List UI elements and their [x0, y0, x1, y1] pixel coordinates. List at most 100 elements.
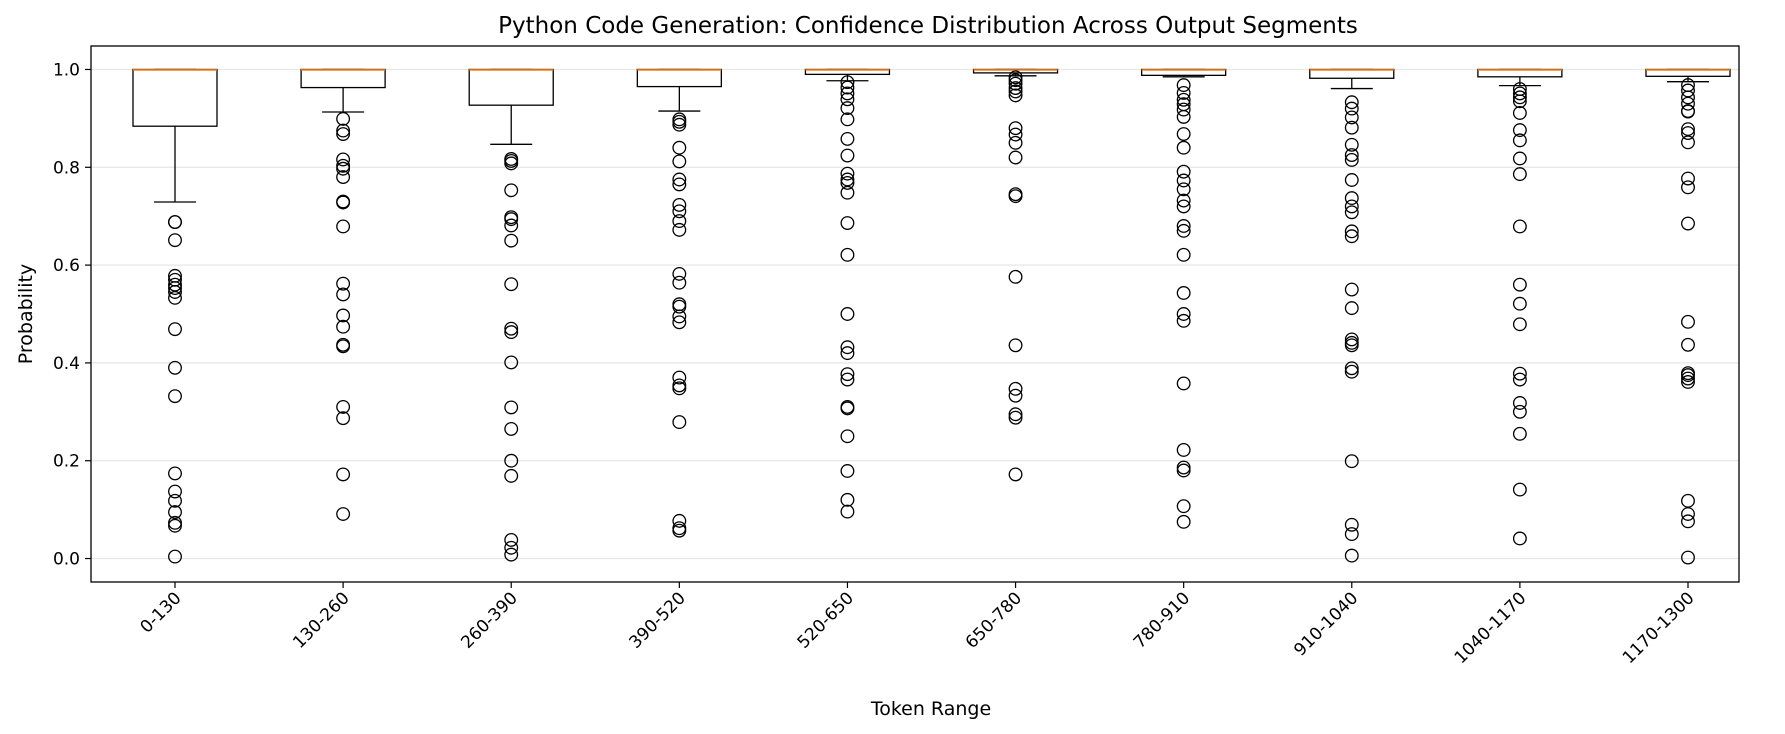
outlier-point	[336, 339, 351, 354]
outlier-point	[672, 117, 687, 132]
outlier-point	[1008, 150, 1023, 165]
outlier-point	[672, 222, 687, 237]
outlier-point	[1681, 493, 1695, 508]
outlier-point	[336, 127, 351, 141]
outlier-point	[168, 322, 182, 337]
outlier-point	[1344, 301, 1359, 316]
outlier-point	[1681, 104, 1695, 119]
outlier-point	[1344, 527, 1359, 542]
outlier-point	[1008, 88, 1023, 103]
outlier-point	[336, 308, 351, 323]
outlier-point	[504, 453, 519, 468]
outlier-point	[168, 290, 182, 305]
box-group	[1141, 68, 1227, 529]
box-group	[1477, 68, 1563, 546]
x-axis-label: Token Range	[870, 698, 991, 720]
outlier-point	[1512, 167, 1527, 182]
outlier-point	[1176, 78, 1191, 93]
outlier-point	[168, 518, 182, 533]
outlier-point	[1344, 517, 1359, 532]
x-tick-label: 1170-1300	[1619, 588, 1699, 668]
outlier-point	[504, 421, 519, 436]
box-group	[300, 68, 386, 521]
outlier-point	[1344, 95, 1359, 110]
x-tick-label: 260-390	[457, 588, 521, 652]
y-tick-label: 0.6	[53, 256, 80, 276]
outlier-point	[1681, 507, 1695, 521]
outlier-point	[336, 219, 351, 234]
box-group	[1645, 68, 1731, 565]
y-axis-label: Probability	[15, 264, 37, 364]
outlier-point	[672, 370, 687, 385]
outlier-point	[840, 464, 855, 478]
outlier-point	[672, 513, 687, 528]
outlier-point	[504, 400, 519, 415]
outlier-point	[840, 148, 855, 163]
outlier-point	[1344, 364, 1359, 379]
outlier-point	[1344, 282, 1359, 297]
grid-lines	[91, 68, 1739, 560]
outlier-point	[840, 307, 855, 321]
box-group	[1309, 68, 1395, 563]
outlier-point	[1512, 86, 1527, 101]
outlier-point	[840, 175, 855, 190]
outlier-point	[1344, 205, 1359, 220]
outlier-point	[336, 467, 351, 482]
outlier-point	[840, 346, 855, 361]
outlier-point	[504, 183, 519, 198]
outlier-point	[1344, 361, 1359, 376]
outlier-point	[1344, 148, 1359, 163]
outlier-point	[1344, 229, 1359, 244]
box	[300, 68, 386, 89]
outlier-point	[1176, 219, 1191, 233]
outlier-point	[1176, 247, 1191, 262]
outlier-point	[1008, 81, 1023, 96]
outlier-point	[1176, 140, 1191, 155]
box-series	[132, 68, 1731, 565]
outlier-point	[1008, 73, 1023, 88]
y-tick-label: 0.0	[53, 550, 80, 570]
outlier-point	[1681, 514, 1695, 529]
outlier-point	[840, 80, 855, 95]
y-tick-label: 0.4	[53, 354, 80, 374]
outlier-point	[336, 195, 351, 210]
box	[132, 68, 218, 127]
outlier-point	[1008, 121, 1023, 136]
outlier-point	[1681, 96, 1695, 111]
outlier-point	[1176, 102, 1191, 117]
outlier-point	[1344, 101, 1359, 116]
outlier-point	[1344, 120, 1359, 135]
outlier-point	[1176, 514, 1191, 529]
outlier-point	[1681, 337, 1695, 352]
outlier-point	[672, 523, 687, 538]
outlier-point	[1344, 173, 1359, 187]
outlier-point	[1681, 180, 1695, 195]
outlier-point	[1681, 171, 1695, 186]
outlier-point	[168, 549, 182, 564]
outlier-point	[1681, 371, 1695, 386]
outlier-point	[840, 340, 855, 355]
outlier-point	[1176, 286, 1191, 300]
box-group	[132, 68, 218, 564]
outlier-point	[168, 484, 182, 499]
outlier-point	[1176, 193, 1191, 208]
outlier-point	[1344, 454, 1359, 469]
outlier-point	[1512, 317, 1527, 332]
outlier-point	[840, 75, 855, 90]
outlier-point	[1008, 84, 1023, 99]
outlier-point	[1176, 127, 1191, 141]
outlier-point	[840, 216, 855, 230]
plot-frame	[90, 45, 1740, 583]
outlier-point	[168, 215, 182, 230]
outlier-point	[672, 415, 687, 430]
outlier-point	[168, 233, 182, 248]
outlier-point	[840, 367, 855, 382]
outlier-point	[672, 275, 687, 290]
outlier-point	[1008, 135, 1023, 150]
outlier-point	[1008, 76, 1023, 91]
box-group	[468, 68, 554, 562]
outlier-point	[504, 156, 519, 171]
y-tick-label: 0.8	[53, 158, 80, 178]
